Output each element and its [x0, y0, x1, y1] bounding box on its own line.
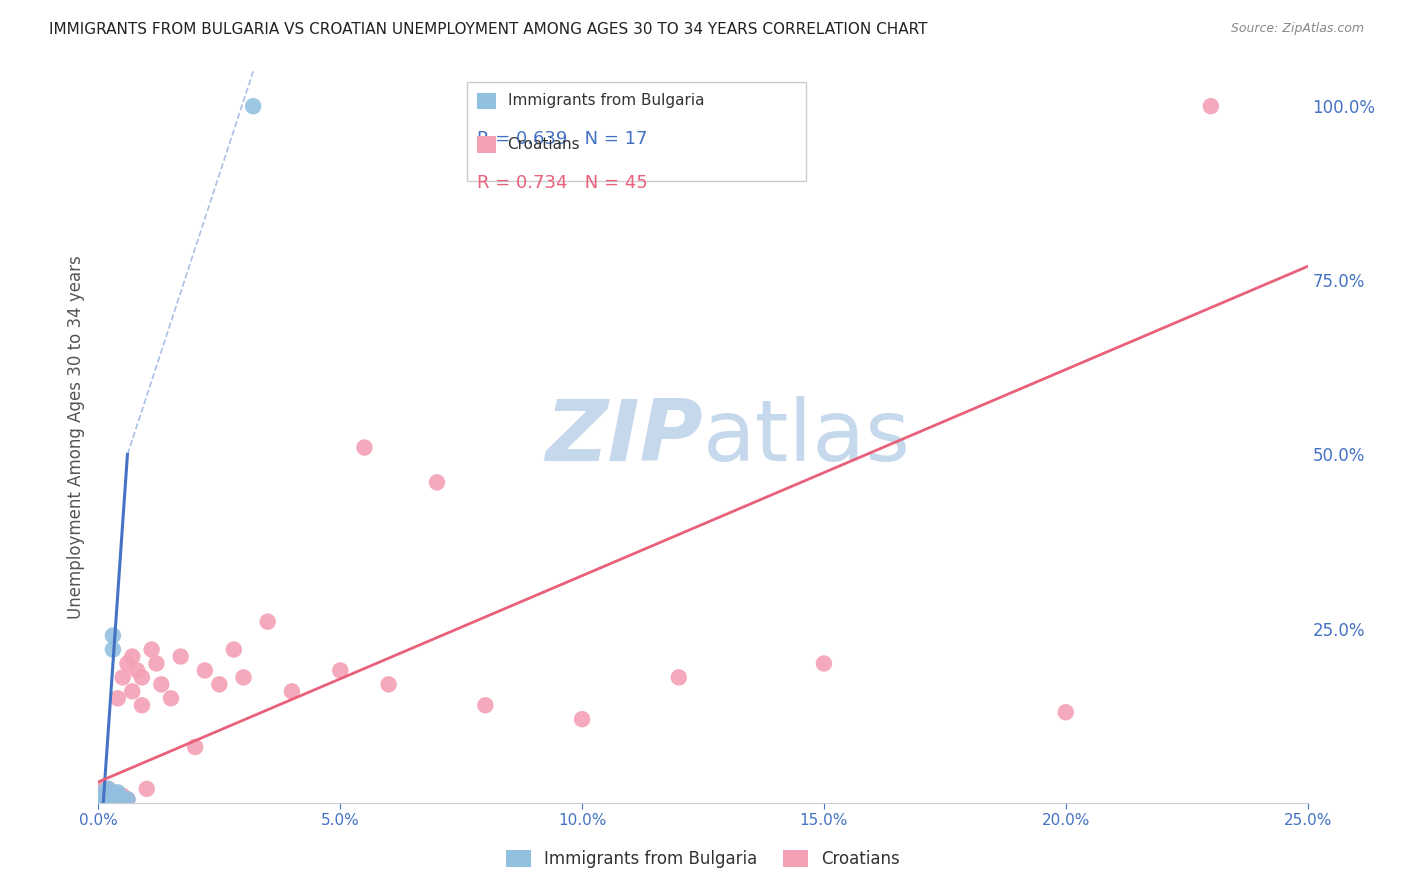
Point: [377, 677, 399, 691]
Text: ZIP: ZIP: [546, 395, 703, 479]
Point: [91, 789, 114, 803]
Point: [141, 642, 163, 657]
Point: [169, 649, 191, 664]
Point: [91, 789, 114, 803]
Point: [194, 664, 217, 678]
Point: [1199, 99, 1222, 113]
Point: [232, 670, 254, 684]
Point: [121, 649, 143, 664]
Point: [117, 657, 139, 671]
Point: [101, 792, 124, 806]
Point: [184, 740, 207, 755]
FancyBboxPatch shape: [467, 82, 806, 181]
Point: [97, 781, 120, 796]
Text: Source: ZipAtlas.com: Source: ZipAtlas.com: [1230, 22, 1364, 36]
Point: [97, 789, 120, 803]
Point: [101, 789, 124, 803]
Point: [101, 792, 124, 806]
Text: R = 0.639   N = 17: R = 0.639 N = 17: [477, 129, 647, 148]
Point: [117, 792, 139, 806]
Text: Croatians: Croatians: [508, 137, 581, 152]
Point: [145, 657, 167, 671]
Point: [101, 785, 124, 799]
FancyBboxPatch shape: [477, 136, 495, 153]
Point: [131, 698, 153, 713]
Point: [111, 792, 134, 806]
Point: [107, 792, 129, 806]
Point: [111, 792, 134, 806]
Point: [101, 789, 124, 803]
Point: [474, 698, 496, 713]
Point: [97, 792, 120, 806]
Point: [91, 792, 114, 806]
Point: [107, 789, 129, 803]
Point: [121, 684, 143, 698]
Point: [160, 691, 183, 706]
Point: [91, 781, 114, 796]
Point: [1054, 705, 1077, 719]
FancyBboxPatch shape: [477, 93, 495, 109]
Text: IMMIGRANTS FROM BULGARIA VS CROATIAN UNEMPLOYMENT AMONG AGES 30 TO 34 YEARS CORR: IMMIGRANTS FROM BULGARIA VS CROATIAN UNE…: [49, 22, 928, 37]
Point: [91, 792, 114, 806]
Point: [668, 670, 690, 684]
Legend: Immigrants from Bulgaria, Croatians: Immigrants from Bulgaria, Croatians: [499, 843, 907, 875]
Point: [107, 789, 129, 803]
Y-axis label: Unemployment Among Ages 30 to 34 years: Unemployment Among Ages 30 to 34 years: [66, 255, 84, 619]
Point: [242, 99, 264, 113]
Point: [256, 615, 278, 629]
Point: [91, 785, 114, 799]
Point: [107, 785, 129, 799]
Point: [97, 792, 120, 806]
Text: atlas: atlas: [703, 395, 911, 479]
Point: [426, 475, 449, 490]
Point: [127, 664, 149, 678]
Point: [222, 642, 245, 657]
Text: Immigrants from Bulgaria: Immigrants from Bulgaria: [508, 93, 704, 108]
Point: [281, 684, 304, 698]
Point: [208, 677, 231, 691]
Point: [353, 441, 375, 455]
Point: [131, 670, 153, 684]
Point: [107, 691, 129, 706]
Point: [329, 664, 352, 678]
Point: [117, 792, 139, 806]
Point: [101, 642, 124, 657]
Point: [97, 785, 120, 799]
Point: [107, 792, 129, 806]
Point: [813, 657, 835, 671]
Point: [111, 789, 134, 803]
Point: [111, 670, 134, 684]
Point: [150, 677, 173, 691]
Point: [97, 781, 120, 796]
Point: [135, 781, 157, 796]
Point: [97, 789, 120, 803]
Point: [101, 629, 124, 643]
Point: [571, 712, 593, 726]
Text: R = 0.734   N = 45: R = 0.734 N = 45: [477, 174, 648, 192]
